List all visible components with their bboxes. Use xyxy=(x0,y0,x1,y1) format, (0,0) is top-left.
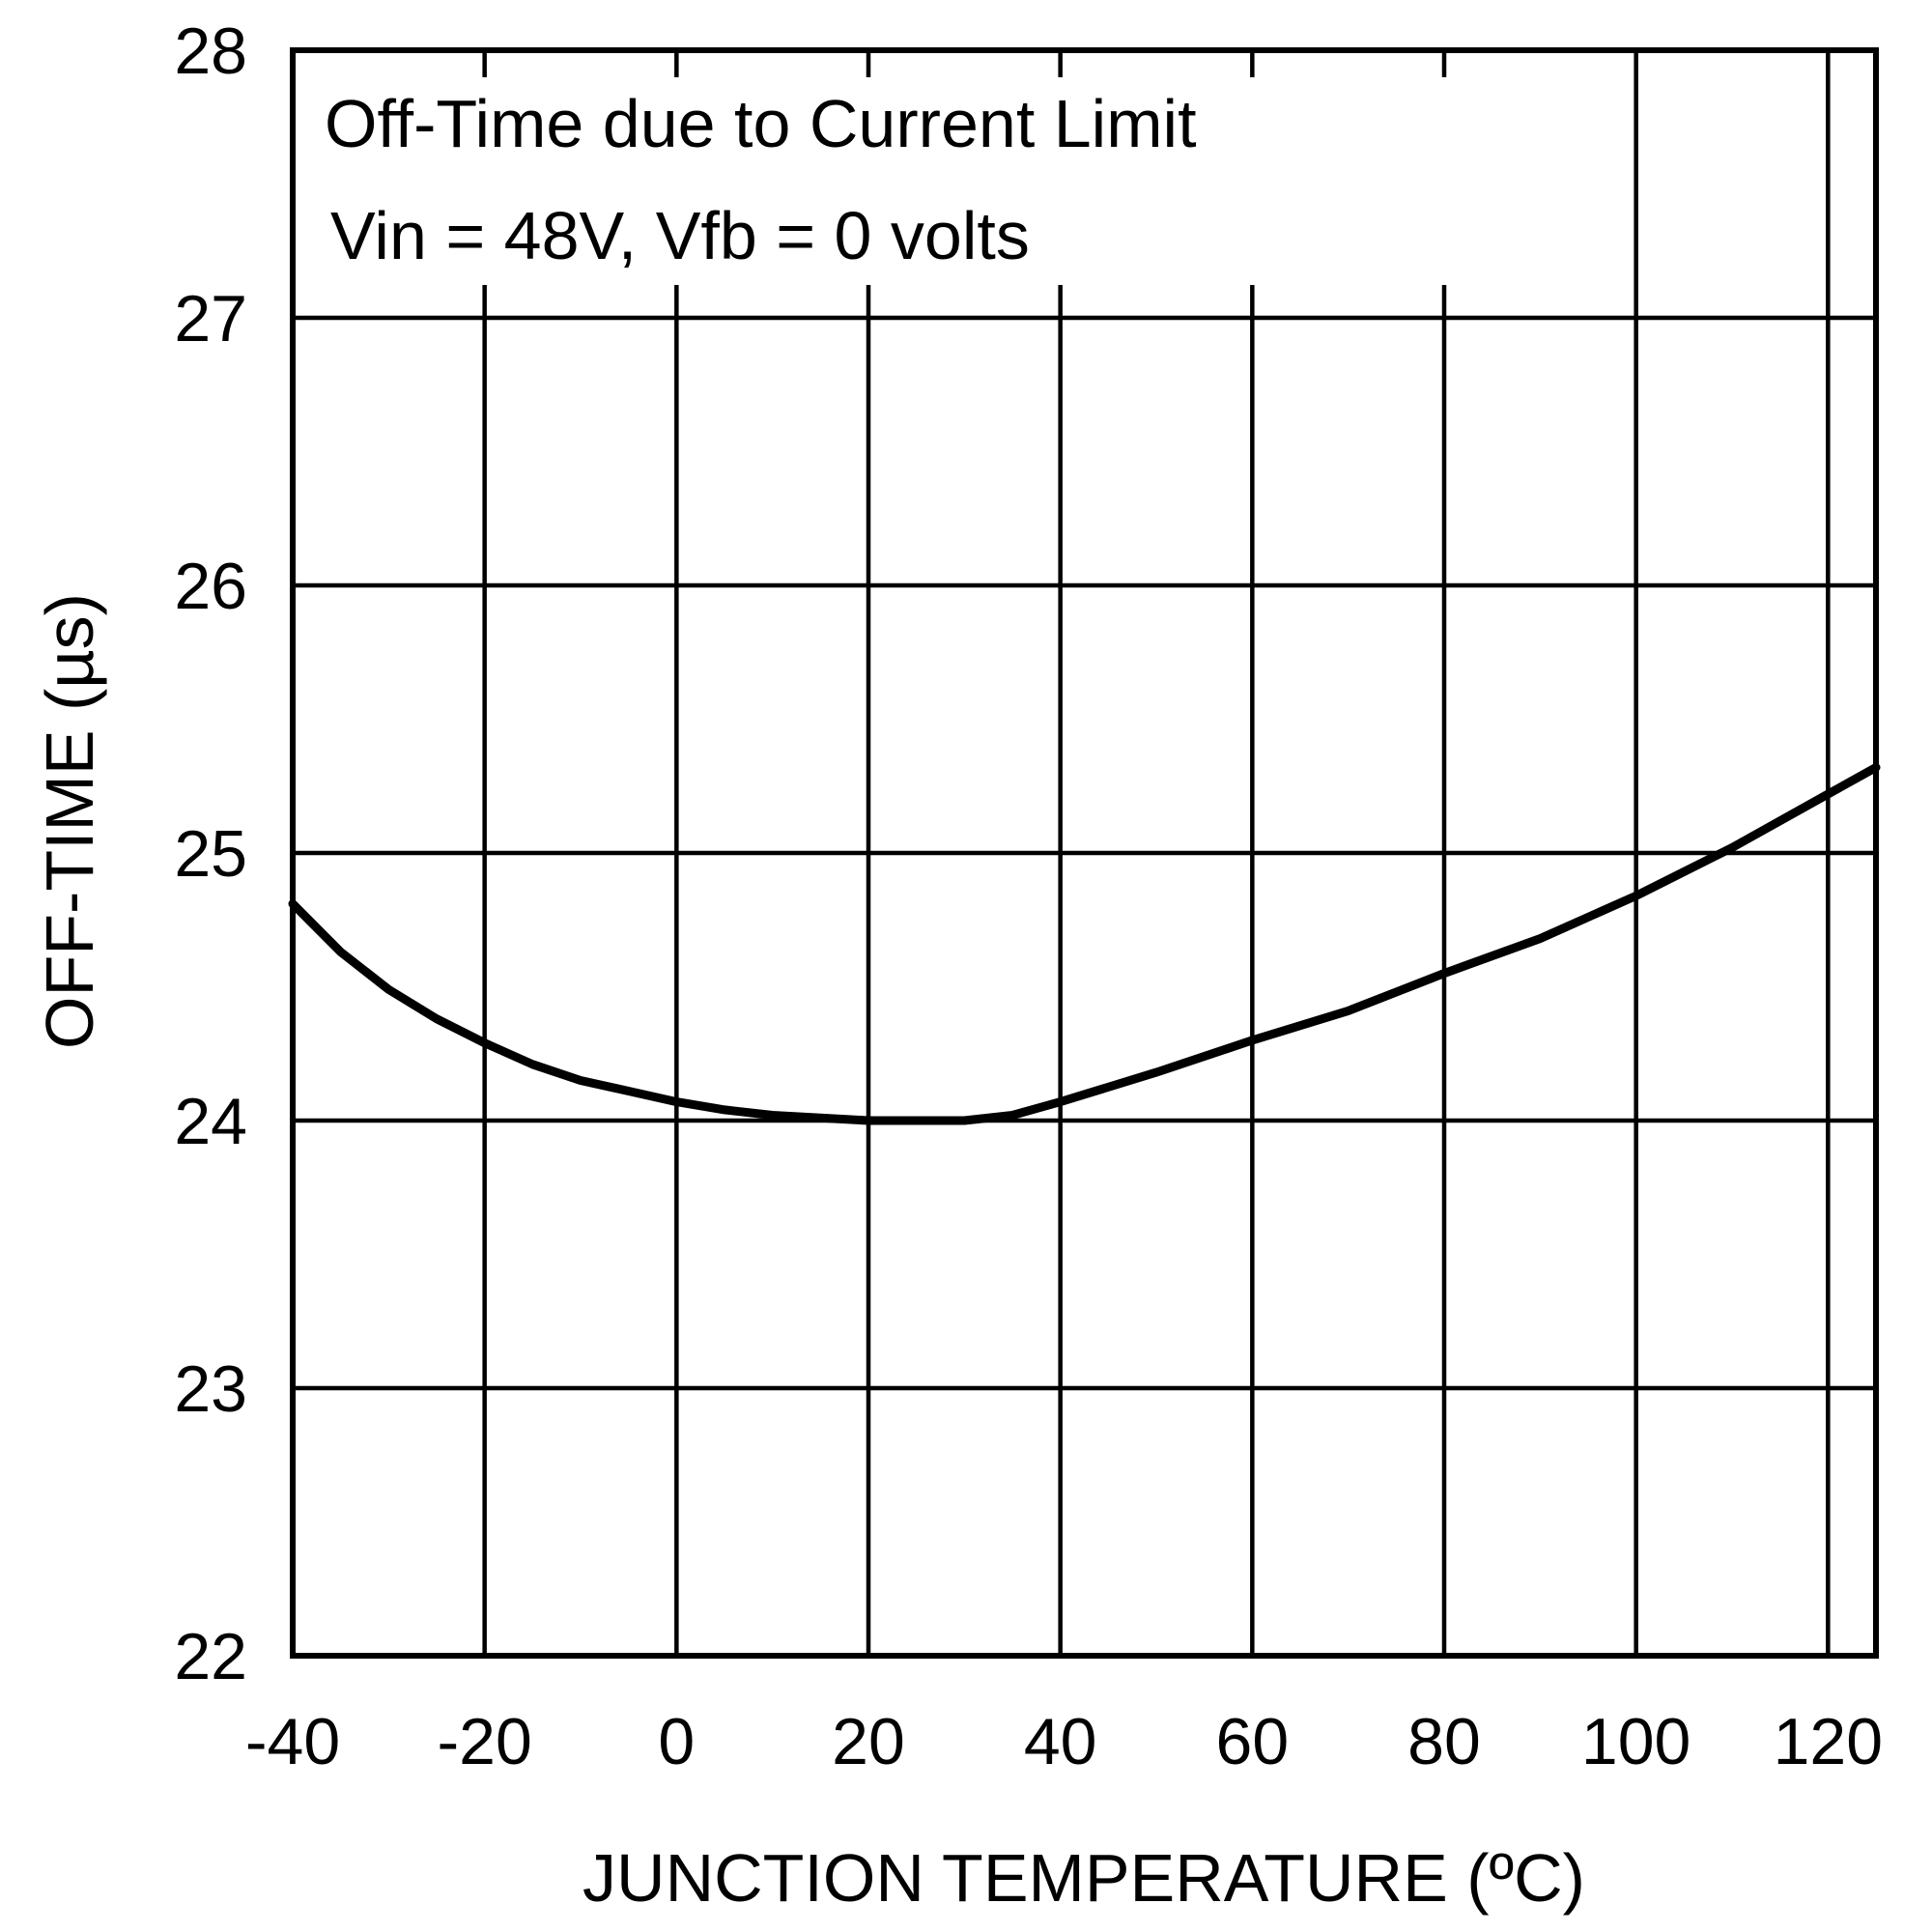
annotation-line-2: Vin = 48V, Vfb = 0 volts xyxy=(330,198,1030,273)
y-tick-label: 25 xyxy=(174,817,247,891)
x-tick-label: 20 xyxy=(832,1705,905,1778)
x-tick-label: 60 xyxy=(1216,1705,1290,1778)
series-layer xyxy=(288,762,1881,1125)
x-axis-title: JUNCTION TEMPERATURE (ºC) xyxy=(582,1840,1585,1916)
annotation-background xyxy=(309,77,1488,285)
x-tick-label: 120 xyxy=(1774,1705,1883,1778)
y-tick-label: 28 xyxy=(174,14,247,88)
y-tick-label: 22 xyxy=(174,1620,247,1693)
x-tick-label: 100 xyxy=(1581,1705,1690,1778)
x-tick-label: -20 xyxy=(438,1705,532,1778)
series-line xyxy=(288,762,1881,1125)
x-tick-label: 0 xyxy=(658,1705,695,1778)
y-axis-title: OFF-TIME (µs) xyxy=(32,593,107,1049)
y-tick-label: 24 xyxy=(174,1085,247,1158)
x-tick-label: 40 xyxy=(1024,1705,1097,1778)
y-tick-label: 26 xyxy=(174,550,247,623)
plot-frame xyxy=(290,47,1879,1659)
annotation-line-1: Off-Time due to Current Limit xyxy=(325,86,1197,161)
tick-labels: -40 -20 0 20 40 60 80 100 120 22 23 24 25 26 27 28 xyxy=(174,14,1883,1778)
grid-lines xyxy=(293,50,1876,1656)
y-tick-label: 23 xyxy=(174,1352,247,1426)
x-tick-label: -40 xyxy=(245,1705,340,1778)
y-tick-label: 27 xyxy=(174,282,247,355)
x-tick-label: 80 xyxy=(1407,1705,1481,1778)
